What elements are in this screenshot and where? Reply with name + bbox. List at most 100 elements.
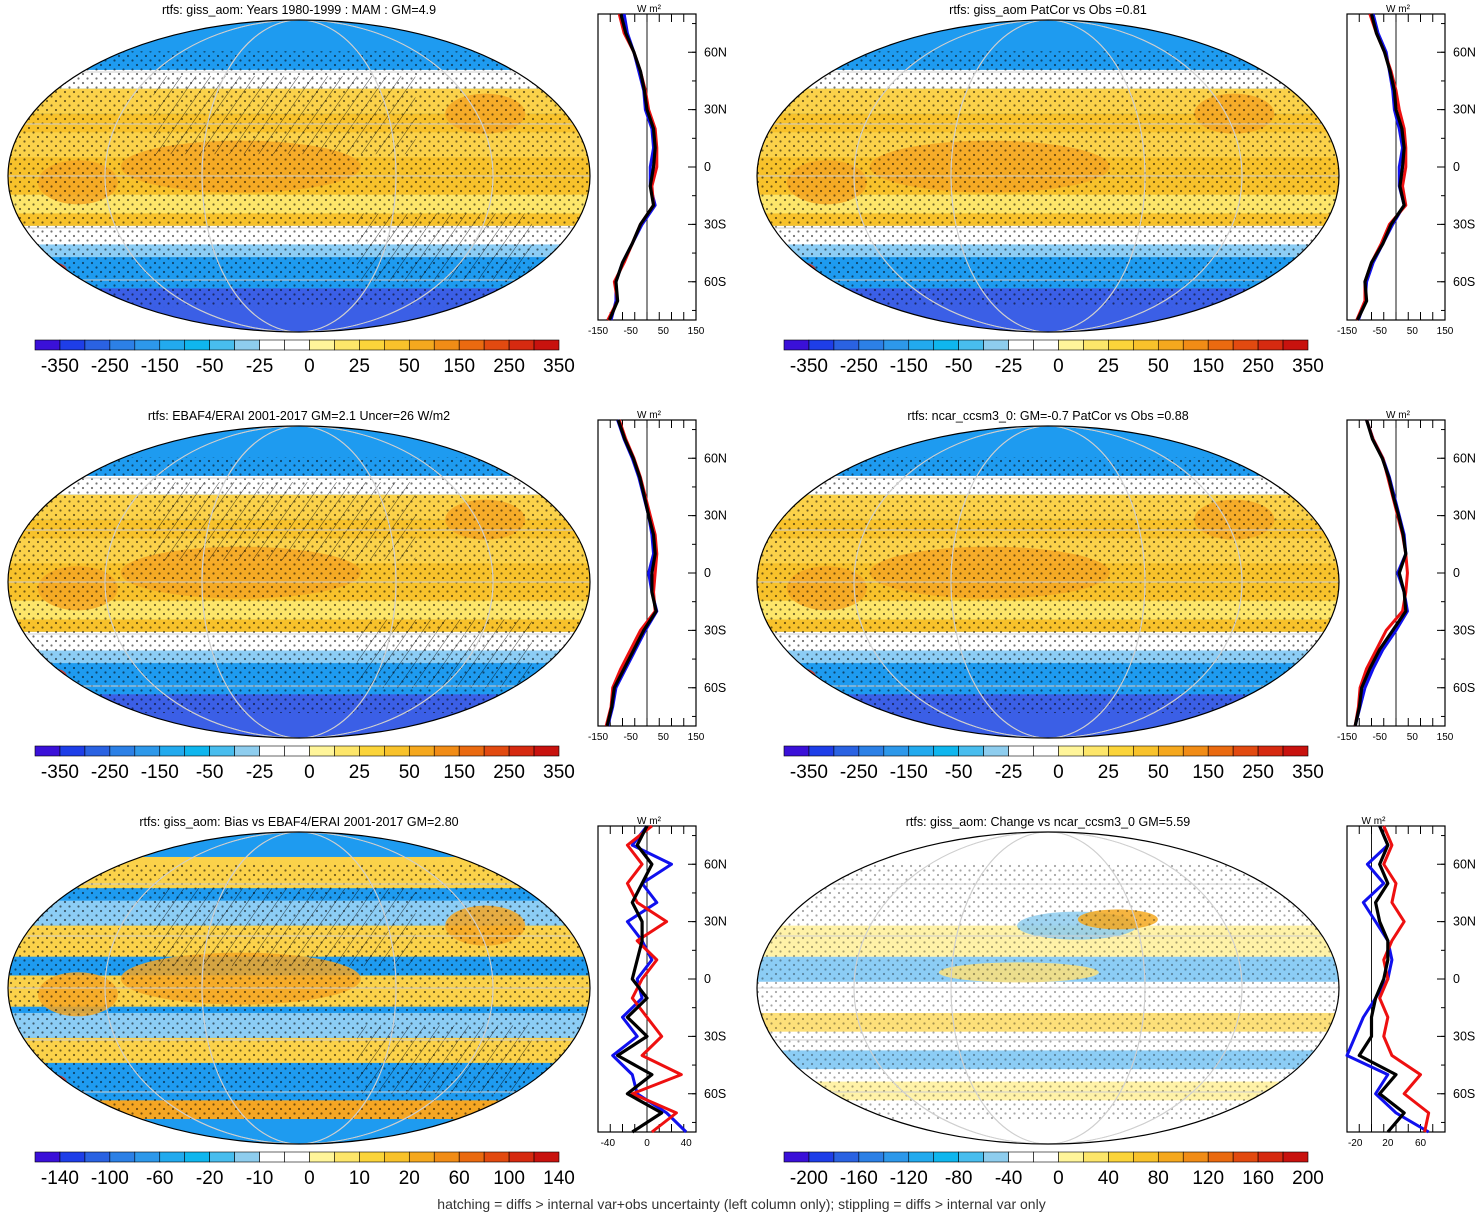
colorbar-tick-label: -200 [790,1168,828,1189]
colorbar-tick-label: 250 [1242,356,1274,377]
colorbar-swatch [958,745,984,757]
colorbar-swatch [1058,339,1084,351]
colorbar-tick-label: 140 [543,1168,575,1189]
map-field [757,832,1339,1144]
colorbar-swatch [34,339,61,351]
profile-unit-label: W m² [1362,816,1387,827]
profile-x-tick-label: -50 [623,732,638,743]
colorbar-swatch [933,1151,959,1163]
colorbar-tick-label: 0 [304,356,315,377]
panel-title: rtfs: giss_aom: Years 1980-1999 : MAM : … [162,3,436,17]
colorbar-swatch [1008,1151,1034,1163]
profile-series-blue [1357,13,1406,321]
colorbar-swatch [359,745,385,757]
colorbar-swatch [858,339,885,351]
colorbar-swatch [983,1151,1009,1163]
colorbar-swatch [1033,339,1059,351]
colorbar-swatch [1182,339,1209,351]
colorbar-tick-label: -150 [890,356,928,377]
map-outline [7,425,591,739]
colorbar-swatch [1133,1151,1159,1163]
colorbar-swatch [1257,1151,1284,1163]
colorbar-tick-label: 40 [1098,1168,1119,1189]
colorbar-swatch [159,1151,186,1163]
colorbar-swatch [309,1151,335,1163]
colorbar-swatch [508,745,535,757]
colorbar-tick-label: -60 [146,1168,173,1189]
colorbar-swatch [259,745,285,757]
panel-4: rtfs: ncar_ccsm3_0: GM=-0.7 PatCor vs Ob… [756,409,1476,783]
profile-x-tick-label: -150 [588,326,608,337]
colorbar-tick-label: 25 [349,356,370,377]
colorbar-swatch [408,745,435,757]
profile-x-tick-label: 50 [1407,732,1419,743]
panel-title: rtfs: EBAF4/ERAI 2001-2017 GM=2.1 Uncer=… [148,409,450,423]
profile-x-tick-label: 150 [688,732,705,743]
profile-y-tick-label: 60S [1453,1087,1475,1101]
profile-y-tick-label: 30N [1453,915,1476,929]
colorbar-tick-label: 50 [399,762,420,783]
colorbar-tick-label: 250 [493,356,525,377]
colorbar-swatch [84,745,111,757]
colorbar-swatch [1157,745,1184,757]
profile-x-tick-label: -150 [1337,732,1357,743]
colorbar-tick-label: 350 [1292,762,1324,783]
colorbar-tick-label: 200 [1292,1168,1324,1189]
colorbar-swatch [1282,745,1309,757]
colorbar-tick-label: -50 [945,762,972,783]
panel-title: rtfs: giss_aom: Change vs ncar_ccsm3_0 G… [906,815,1191,829]
colorbar-swatch [508,339,535,351]
colorbar-tick-label: 10 [349,1168,370,1189]
colorbar-tick-label: -25 [246,762,273,783]
colorbar-swatch [1282,339,1309,351]
profile-y-tick-label: 0 [1453,160,1460,174]
colorbar-swatch [1033,1151,1059,1163]
colorbar-swatch [1232,1151,1259,1163]
profile-y-tick-label: 60S [704,681,726,695]
map-field [757,20,1339,332]
colorbar-swatch [1282,1151,1309,1163]
colorbar-swatch [833,745,860,757]
map-outline [7,19,591,333]
profile-x-tick-label: -50 [623,326,638,337]
figure-footnote: hatching = diffs > internal var+obs unce… [437,1196,1046,1212]
colorbar-swatch [983,745,1009,757]
profile-series-black [1353,419,1408,727]
colorbar-tick-label: -50 [196,762,223,783]
colorbar-swatch [533,339,560,351]
colorbar-swatch [259,1151,285,1163]
profile-series-black [607,13,657,321]
colorbar-tick-label: -140 [41,1168,79,1189]
colorbar-swatch [1207,1151,1234,1163]
profile-y-tick-label: 60N [1453,45,1476,59]
colorbar-swatch [1232,745,1259,757]
colorbar-swatch [359,339,385,351]
profile-y-tick-label: 60N [704,45,727,59]
colorbar-tick-label: -100 [91,1168,129,1189]
profile-frame [1346,825,1446,1133]
colorbar-swatch [284,339,310,351]
colorbar-swatch [783,745,810,757]
colorbar-swatch [933,745,959,757]
graticule [757,426,1339,738]
colorbar-swatch [1257,745,1284,757]
colorbar-tick-label: 0 [1053,1168,1064,1189]
colorbar-tick-label: -250 [840,762,878,783]
graticule [757,832,1339,1144]
colorbar-swatch [508,1151,535,1163]
map-field [8,832,590,1144]
colorbar-swatch [359,1151,385,1163]
colorbar-tick-label: 350 [1292,356,1324,377]
map-outline [756,425,1340,739]
colorbar-tick-label: -250 [840,356,878,377]
colorbar-tick-label: -350 [41,762,79,783]
colorbar-tick-label: 350 [543,356,575,377]
colorbar-swatch [134,1151,161,1163]
colorbar-swatch [1058,1151,1084,1163]
profile-y-tick-label: 60S [1453,275,1475,289]
colorbar-swatch [1008,339,1034,351]
colorbar-swatch [458,745,485,757]
colorbar-swatch [59,1151,86,1163]
profile-unit-label: W m² [637,410,662,421]
colorbar-swatch [1232,339,1259,351]
